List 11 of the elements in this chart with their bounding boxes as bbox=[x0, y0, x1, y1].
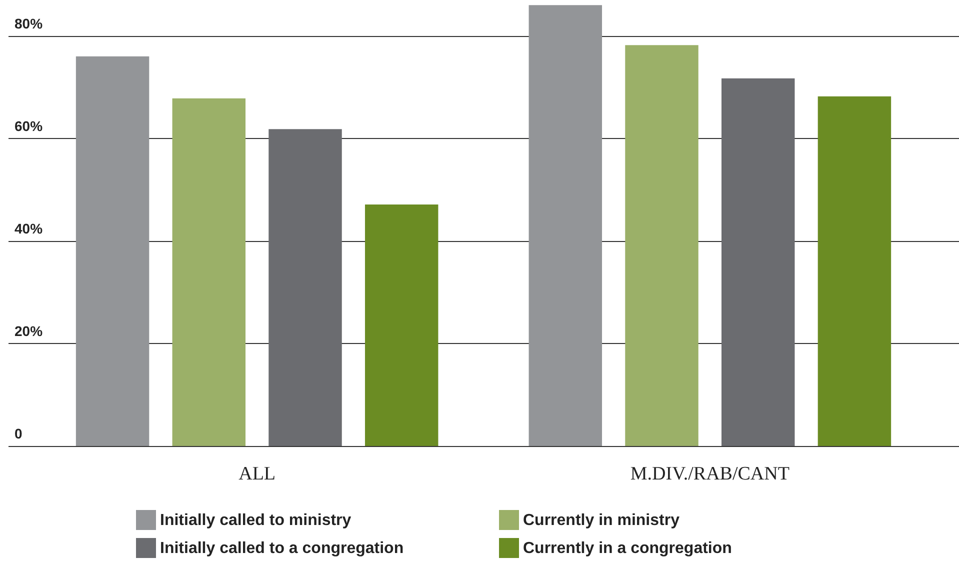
y-tick-label: 20% bbox=[14, 322, 44, 339]
legend-label: Initially called to a congregation bbox=[160, 540, 404, 557]
x-tick-label: M.DIV./RAB/CANT bbox=[630, 464, 790, 484]
y-tick-label: 0 bbox=[14, 426, 22, 442]
x-tick-label: ALL bbox=[238, 464, 276, 484]
y-tick-label: 80% bbox=[14, 15, 44, 32]
legend-label: Initially called to ministry bbox=[160, 512, 352, 529]
legend-label: Currently in a congregation bbox=[523, 540, 732, 557]
legend-label: Currently in ministry bbox=[523, 512, 680, 529]
y-tick-label: 60% bbox=[14, 118, 44, 134]
y-tick-label: 40% bbox=[14, 220, 44, 236]
